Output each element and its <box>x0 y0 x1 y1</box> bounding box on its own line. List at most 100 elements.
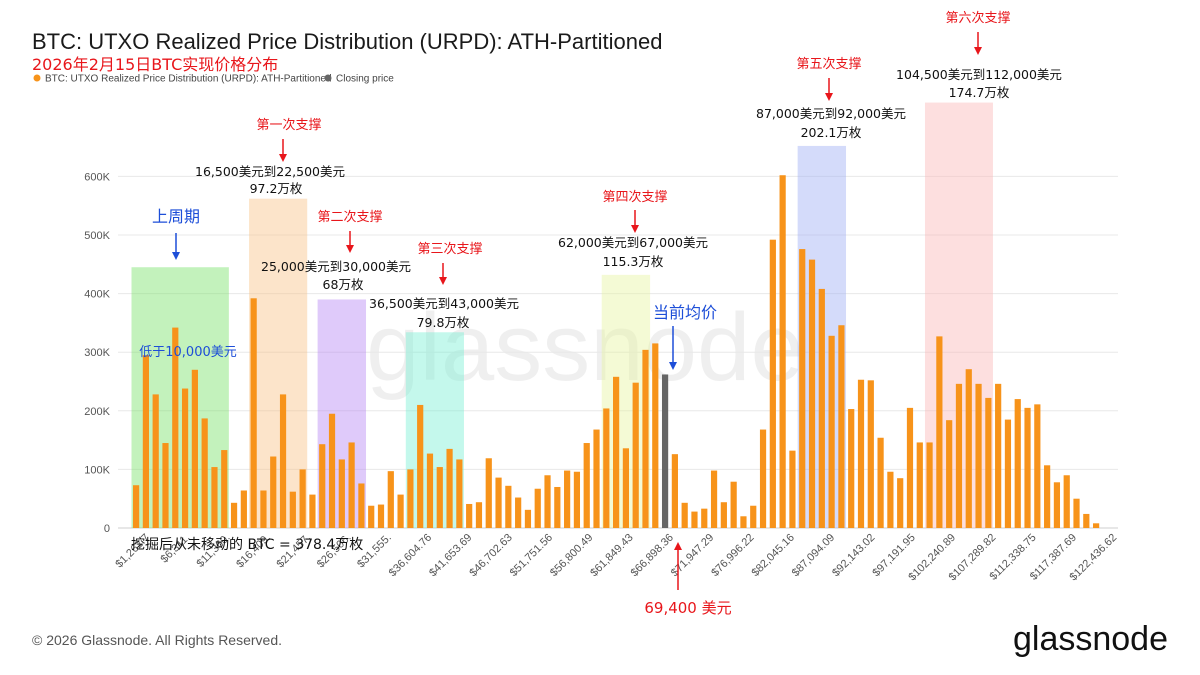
urpd-bar <box>1053 482 1061 528</box>
urpd-bar <box>407 469 414 528</box>
urpd-bar <box>348 442 355 528</box>
zone-2-amount: 68万枚 <box>323 277 364 292</box>
urpd-bar <box>436 467 443 528</box>
urpd-bar <box>172 327 179 528</box>
urpd-bar <box>279 394 287 528</box>
zone-5-arrowhead <box>825 93 833 101</box>
urpd-bar <box>328 413 336 528</box>
urpd-bar <box>368 505 375 528</box>
annotation-zone-5: 第五次支撑 87,000美元到92,000美元 202.1万枚 <box>756 56 906 140</box>
urpd-bar <box>838 325 845 528</box>
urpd-bar <box>916 442 923 528</box>
urpd-bar <box>632 382 639 528</box>
urpd-bar <box>946 420 953 528</box>
urpd-bar <box>534 488 541 528</box>
urpd-bar <box>270 456 277 528</box>
urpd-bar <box>857 379 865 528</box>
zone-1-title: 第一次支撑 <box>256 117 321 133</box>
y-tick-label: 0 <box>104 523 110 535</box>
zone-0-inside: 低于10,000美元 <box>139 345 237 360</box>
urpd-bar <box>152 394 159 528</box>
zone-1-arrowhead <box>279 154 287 162</box>
legend: BTC: UTXO Realized Price Distribution (U… <box>33 74 394 85</box>
urpd-bar <box>289 491 296 528</box>
urpd-bar <box>818 288 825 528</box>
zone-6-arrowhead <box>974 47 982 55</box>
urpd-bar <box>1044 465 1051 528</box>
zone-2-arrowhead <box>346 245 354 253</box>
urpd-bar <box>162 443 169 528</box>
urpd-bar <box>475 502 483 528</box>
urpd-bar <box>848 409 855 528</box>
y-tick-label: 600K <box>84 171 110 183</box>
urpd-bar <box>897 478 904 528</box>
urpd-bar <box>221 450 228 528</box>
glassnode-logo: glassnode <box>1013 620 1168 658</box>
support-zone-1 <box>249 198 308 528</box>
urpd-bar <box>936 336 943 528</box>
urpd-bar <box>387 471 394 528</box>
urpd-bar <box>828 335 835 528</box>
chart-subtitle: 2026年2月15日BTC实现价格分布 <box>32 55 278 74</box>
urpd-bar <box>485 458 492 528</box>
urpd-bar <box>397 494 404 528</box>
urpd-bar <box>211 467 218 528</box>
urpd-bar <box>1093 523 1100 528</box>
urpd-bar <box>955 383 963 528</box>
zone-4-range: 62,000美元到67,000美元 <box>558 235 708 250</box>
zone-5-amount: 202.1万枚 <box>801 125 862 140</box>
closing-price-label: 69,400 美元 <box>644 599 731 617</box>
urpd-bar <box>505 485 512 528</box>
urpd-bar <box>191 369 198 528</box>
urpd-bar <box>319 444 326 528</box>
zone-3-title: 第三次支撑 <box>417 241 482 257</box>
urpd-bar <box>642 349 649 528</box>
urpd-bar <box>564 470 571 528</box>
current-price-arrowhead <box>669 362 677 370</box>
urpd-bar <box>613 376 620 528</box>
urpd-bar <box>808 259 816 528</box>
zone-2-title: 第二次支撑 <box>317 209 382 225</box>
zone-4-arrowhead <box>631 225 639 233</box>
annotation-current-price: 当前均价 69,400 美元 <box>644 303 731 617</box>
urpd-bar <box>652 343 659 528</box>
copyright: © 2026 Glassnode. All Rights Reserved. <box>32 632 282 648</box>
urpd-bar <box>799 249 806 528</box>
urpd-bar <box>456 459 463 528</box>
urpd-bar <box>309 494 316 528</box>
urpd-bar <box>603 408 610 528</box>
urpd-bar <box>975 383 982 528</box>
urpd-bar <box>358 483 365 528</box>
urpd-bar <box>1073 498 1080 528</box>
urpd-bar <box>142 355 149 528</box>
urpd-bar <box>1014 399 1021 528</box>
zone-0-title: 上周期 <box>152 207 200 226</box>
never-moved-note: 挖掘后从未移动的 BTC = 378.4万枚 <box>131 537 363 553</box>
zone-5-title: 第五次支撑 <box>796 56 861 72</box>
urpd-bar <box>466 503 473 528</box>
annotation-zone-1: 第一次支撑 16,500美元到22,500美元 97.2万枚 <box>195 117 345 196</box>
urpd-bar <box>691 511 698 528</box>
zone-2-range: 25,000美元到30,000美元 <box>261 259 411 274</box>
urpd-bar <box>779 175 786 528</box>
zone-0-arrowhead <box>172 252 180 260</box>
annotation-zone-2: 第二次支撑 25,000美元到30,000美元 68万枚 <box>261 209 411 292</box>
legend-swatch-closing <box>324 74 332 82</box>
annotation-zone-4: 第四次支撑 62,000美元到67,000美元 115.3万枚 <box>558 189 708 269</box>
urpd-bar <box>495 477 502 528</box>
urpd-bar <box>426 453 434 528</box>
y-tick-label: 200K <box>84 406 110 418</box>
urpd-bar <box>720 502 727 528</box>
urpd-bar <box>593 429 600 528</box>
urpd-bar <box>710 470 718 528</box>
annotation-zone-0: 上周期 低于10,000美元 <box>139 207 237 360</box>
zone-5-range: 87,000美元到92,000美元 <box>756 106 906 121</box>
urpd-bar <box>181 388 189 528</box>
urpd-bar <box>887 471 894 528</box>
urpd-bar <box>417 404 424 528</box>
legend-swatch-urpd <box>33 74 41 82</box>
legend-label-closing: Closing price <box>336 74 394 85</box>
urpd-bar <box>759 429 767 528</box>
y-tick-label: 300K <box>84 347 110 359</box>
urpd-bar <box>299 469 306 528</box>
